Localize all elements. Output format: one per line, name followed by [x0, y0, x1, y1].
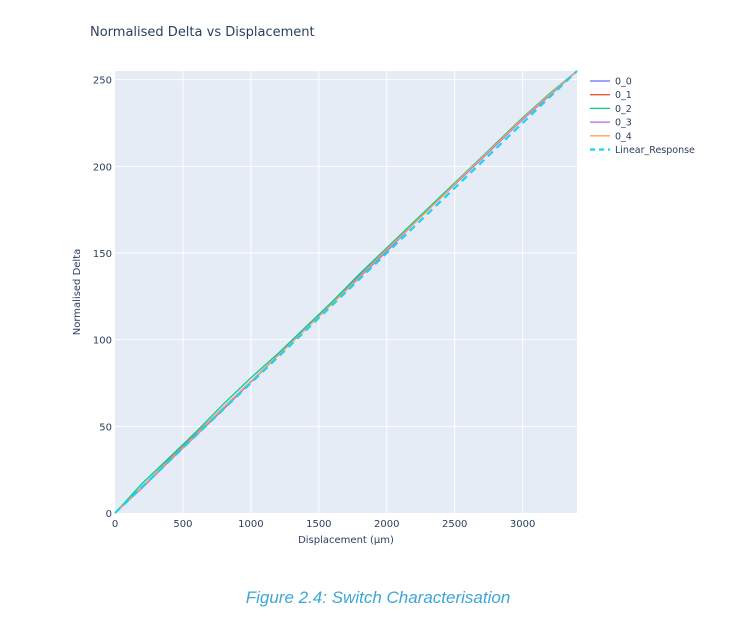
x-tick-label: 500 [173, 519, 192, 530]
x-tick-label: 3000 [510, 519, 535, 530]
y-tick-label: 150 [93, 249, 112, 260]
x-tick-label: 2500 [442, 519, 467, 530]
x-axis-label: Displacement (µm) [298, 535, 394, 546]
y-tick-label: 50 [99, 422, 112, 433]
y-tick-label: 100 [93, 336, 112, 347]
legend-label: 0_1 [615, 90, 632, 101]
y-tick-label: 200 [93, 162, 112, 173]
legend-label: 0_0 [615, 77, 632, 88]
series-line-0_4 [114, 70, 578, 514]
line-chart: 0 500 1000 1500 2000 2500 3000 0 50 100 150 200 250 N… [72, 25, 695, 546]
legend-label: 0_4 [615, 131, 632, 142]
series-line-Linear_Response [114, 70, 578, 514]
figure-caption: Figure 2.4: Switch Characterisation [245, 588, 511, 607]
chart-title: Normalised Delta vs Displacement [90, 25, 315, 40]
x-tick-label: 1000 [238, 519, 263, 530]
legend-label: Linear_Response [615, 145, 695, 156]
legend-label: 0_2 [615, 104, 632, 115]
y-tick-label: 0 [106, 509, 112, 520]
x-tick-label: 0 [112, 519, 118, 530]
x-tick-label: 1500 [306, 519, 331, 530]
y-axis-label: Normalised Delta [72, 249, 83, 336]
y-tick-label: 250 [93, 76, 112, 87]
legend-label: 0_3 [615, 118, 632, 129]
x-tick-label: 2000 [374, 519, 399, 530]
